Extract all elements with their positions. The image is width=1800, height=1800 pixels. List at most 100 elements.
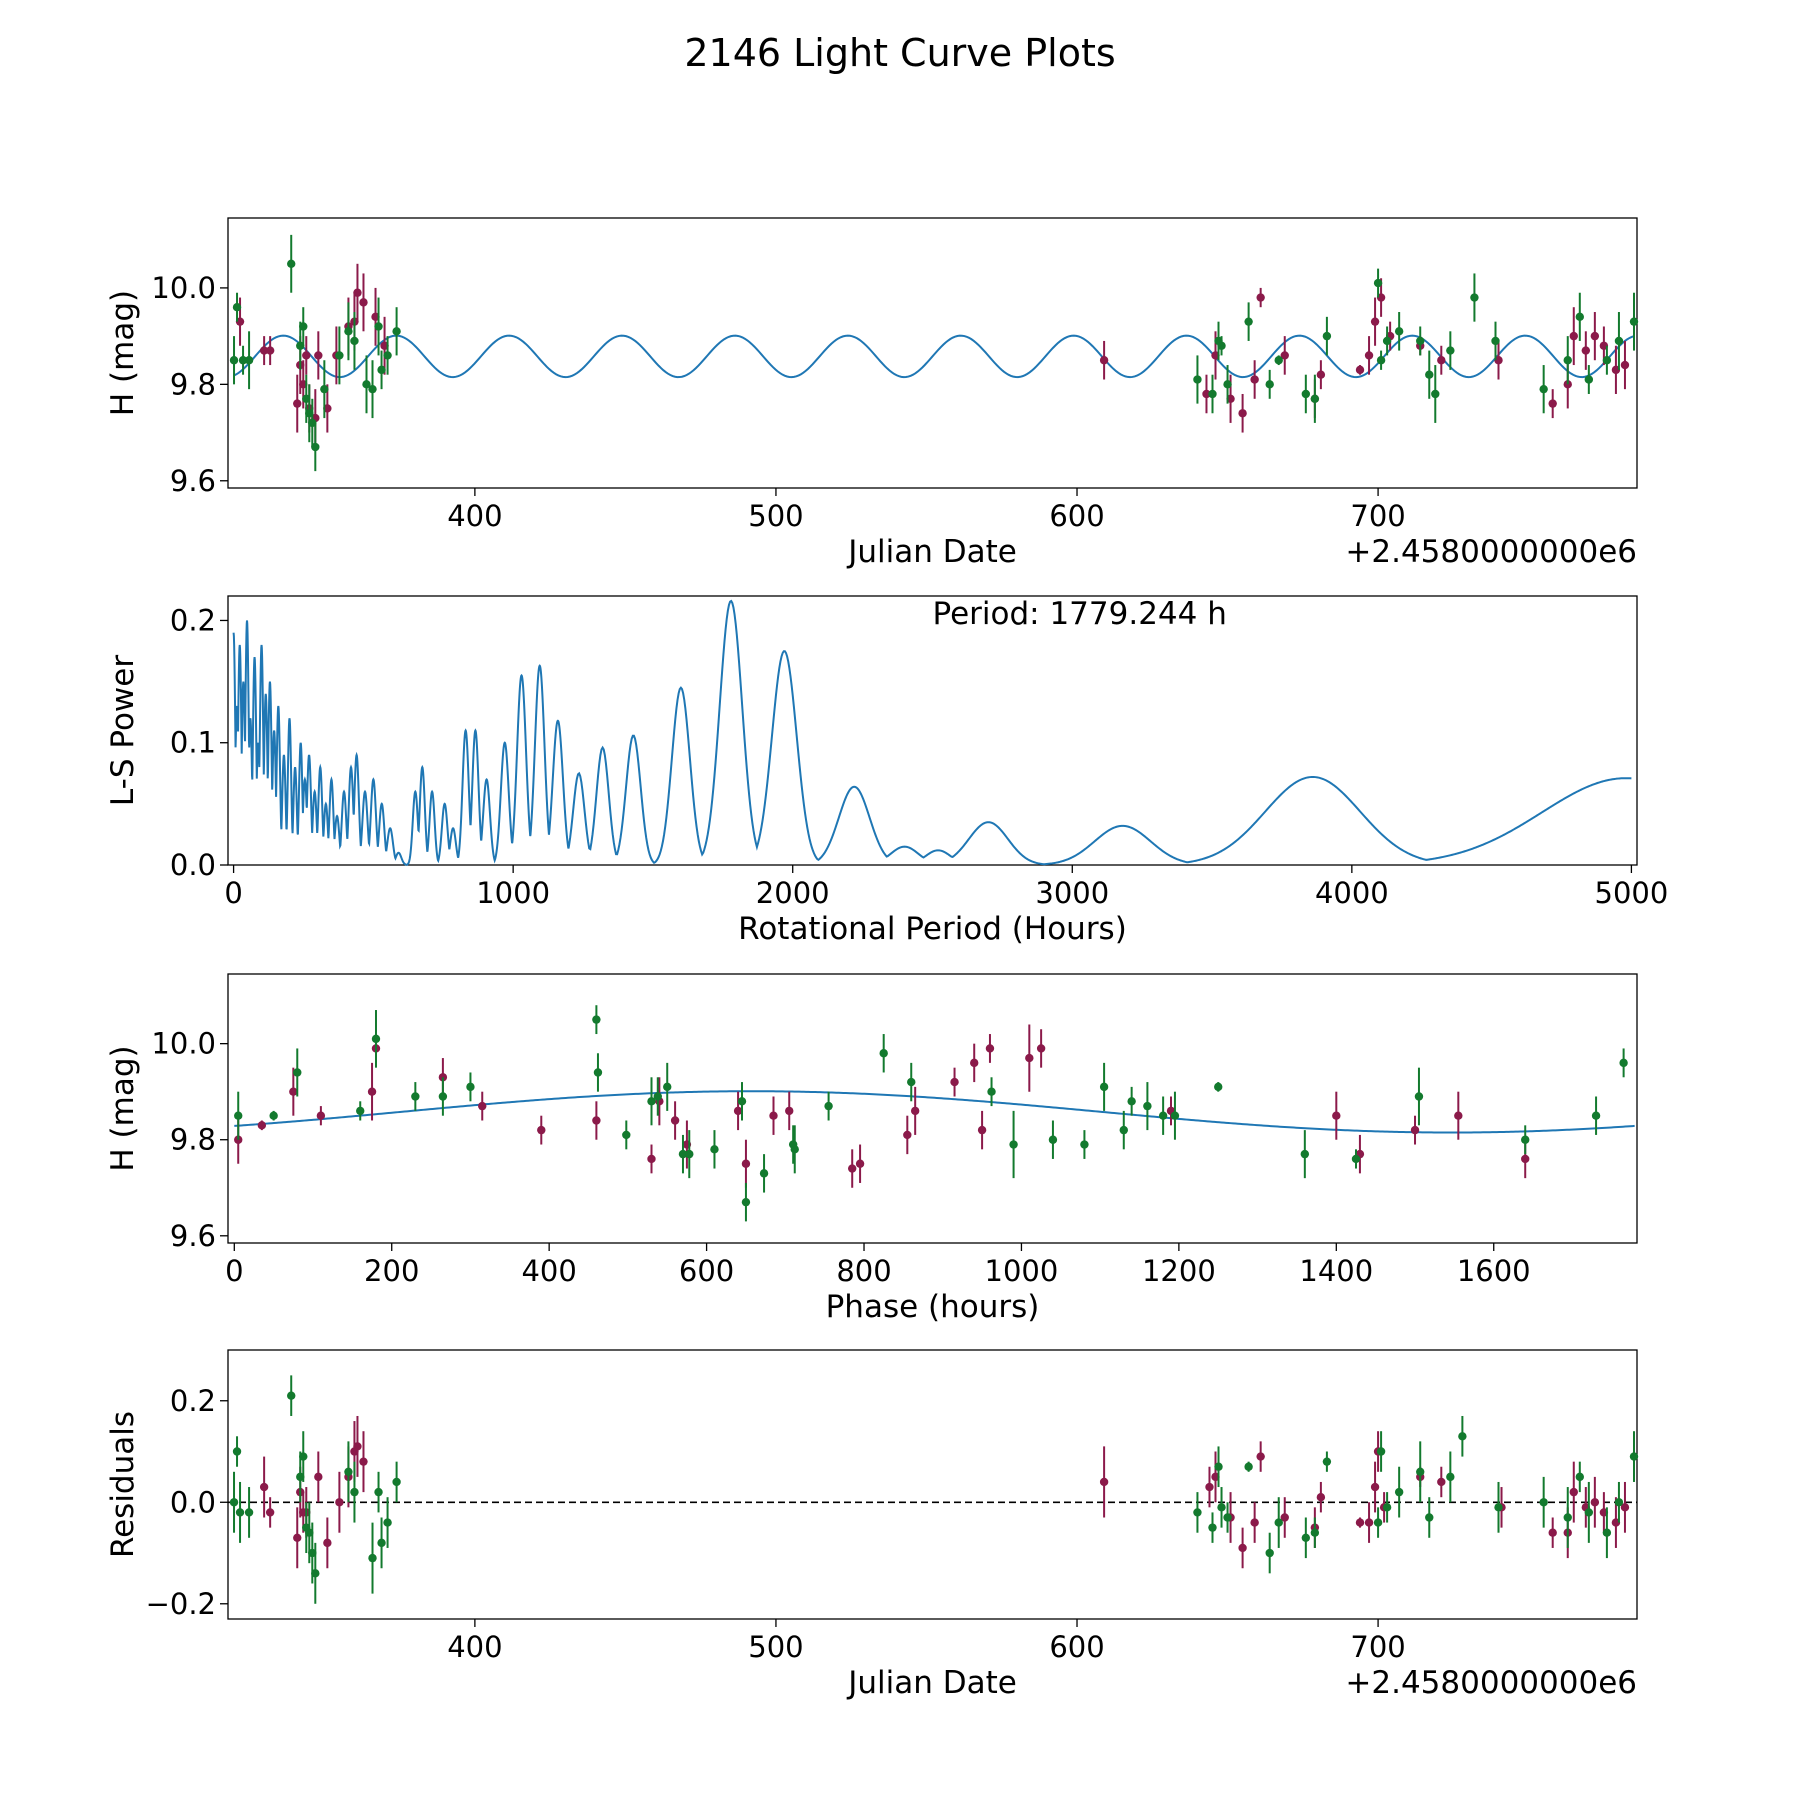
lightcurve-point: [368, 384, 377, 394]
phased-point: [1332, 1111, 1341, 1120]
periodogram-ytick-label: 0.2: [170, 603, 216, 637]
lightcurve-point: [1581, 346, 1591, 355]
phased-xtick-label: 1400: [1299, 1254, 1373, 1288]
phased-point: [785, 1106, 794, 1116]
phased-point: [670, 1116, 680, 1125]
phased-point: [855, 1159, 865, 1168]
residuals-point: [1629, 1452, 1639, 1461]
residuals-point: [1364, 1518, 1374, 1527]
lightcurve-point: [311, 442, 320, 452]
phased-point: [733, 1106, 743, 1116]
lightcurve-ytick-label: 10.0: [151, 271, 216, 305]
lightcurve-ytick-label: 9.6: [170, 464, 216, 498]
periodogram-ylabel: L-S Power: [105, 655, 141, 806]
residuals-point: [1208, 1523, 1217, 1532]
phased-point: [678, 1149, 688, 1159]
lightcurve-point: [1539, 384, 1548, 394]
lightcurve-point: [244, 356, 254, 365]
residuals-ytick-label: 0.2: [170, 1384, 216, 1418]
phased-ytick-label: 9.8: [170, 1123, 216, 1157]
residuals-point: [265, 1508, 275, 1517]
lightcurve-model-curve: [233, 334, 1635, 379]
phased-point: [1036, 1044, 1046, 1053]
lightcurve-point: [1416, 336, 1425, 346]
residuals-point: [1548, 1528, 1557, 1537]
phased-point: [685, 1149, 694, 1159]
phased-point: [593, 1068, 603, 1077]
residuals-point: [1256, 1452, 1265, 1461]
phased-xlabel: Phase (hours): [826, 1289, 1040, 1325]
lightcurve-point: [229, 356, 239, 365]
phased-xtick-label: 200: [364, 1254, 419, 1288]
phased-point: [977, 1125, 987, 1135]
phased-point: [950, 1077, 959, 1087]
lightcurve-xtick-label: 400: [447, 499, 502, 533]
lightcurve-xtick-label: 600: [1049, 499, 1104, 533]
residuals-xtick-label: 400: [447, 1630, 502, 1664]
phased-point: [537, 1125, 546, 1135]
phased-point: [1591, 1111, 1601, 1120]
lightcurve-point: [1202, 389, 1211, 399]
phased-point: [257, 1121, 267, 1130]
phased-xtick-label: 1000: [985, 1254, 1059, 1288]
residuals-point: [1238, 1543, 1247, 1553]
residuals-point: [1458, 1432, 1467, 1441]
lightcurve-point: [335, 351, 344, 360]
residuals-point: [314, 1472, 323, 1482]
residuals-point: [1316, 1492, 1326, 1502]
phased-point: [653, 1092, 662, 1101]
residuals-point: [1425, 1513, 1434, 1522]
residuals-point: [1265, 1548, 1274, 1558]
phased-point: [1414, 1092, 1424, 1101]
lightcurve-point: [238, 356, 248, 365]
lightcurve-point: [320, 384, 329, 394]
phased-point: [293, 1068, 302, 1077]
periodogram-xtick-label: 0: [224, 876, 242, 910]
lightcurve-point: [1256, 293, 1265, 302]
residuals-point: [293, 1533, 302, 1542]
lightcurve-ytick-label: 9.8: [170, 367, 216, 401]
residuals-point: [359, 1457, 368, 1466]
phased-point: [371, 1034, 381, 1044]
phased-point: [769, 1111, 778, 1120]
residuals-point: [1370, 1482, 1380, 1492]
lightcurve-point: [1370, 317, 1380, 326]
phased-xtick-label: 400: [521, 1254, 576, 1288]
residuals-point: [323, 1538, 332, 1548]
lightcurve-point: [1208, 389, 1217, 399]
periodogram-xtick-label: 5000: [1595, 876, 1669, 910]
periodogram-line: [232, 599, 1632, 866]
lightcurve-point: [353, 288, 362, 297]
lightcurve-xlabel: Julian Date: [846, 534, 1017, 570]
residuals-point: [229, 1498, 239, 1507]
lightcurve-point: [1470, 293, 1479, 302]
periodogram-xtick-label: 2000: [756, 876, 830, 910]
lightcurve-point: [1355, 365, 1365, 375]
lightcurve-ylabel: H (mag): [105, 290, 141, 416]
phased-point: [985, 1044, 995, 1053]
phased-point: [1170, 1111, 1180, 1120]
phased-point: [466, 1082, 475, 1092]
residuals-point: [1223, 1513, 1232, 1522]
lightcurve-point: [1364, 351, 1374, 360]
lightcurve-point: [1099, 356, 1109, 365]
phased-point: [622, 1130, 631, 1140]
residuals-offset-label: +2.4580000000e6: [1345, 1665, 1637, 1701]
lightcurve-point: [287, 259, 296, 269]
phased-point: [316, 1111, 326, 1120]
phased-point: [1119, 1125, 1128, 1135]
periodogram-xtick-label: 3000: [1035, 876, 1109, 910]
phased-xtick-label: 0: [225, 1254, 243, 1288]
lightcurve-point: [1316, 370, 1326, 379]
residuals-point: [1614, 1498, 1624, 1507]
phased-point: [848, 1164, 857, 1173]
phased-point: [1080, 1140, 1089, 1149]
lightcurve-point: [1322, 331, 1332, 341]
phased-point: [592, 1015, 601, 1024]
phased-point: [987, 1087, 996, 1096]
lightcurve-point: [1280, 351, 1289, 360]
lightcurve-point: [1590, 331, 1600, 341]
lightcurve-point: [374, 322, 383, 331]
residuals-point: [383, 1518, 392, 1527]
lightcurve-point: [1614, 336, 1624, 346]
